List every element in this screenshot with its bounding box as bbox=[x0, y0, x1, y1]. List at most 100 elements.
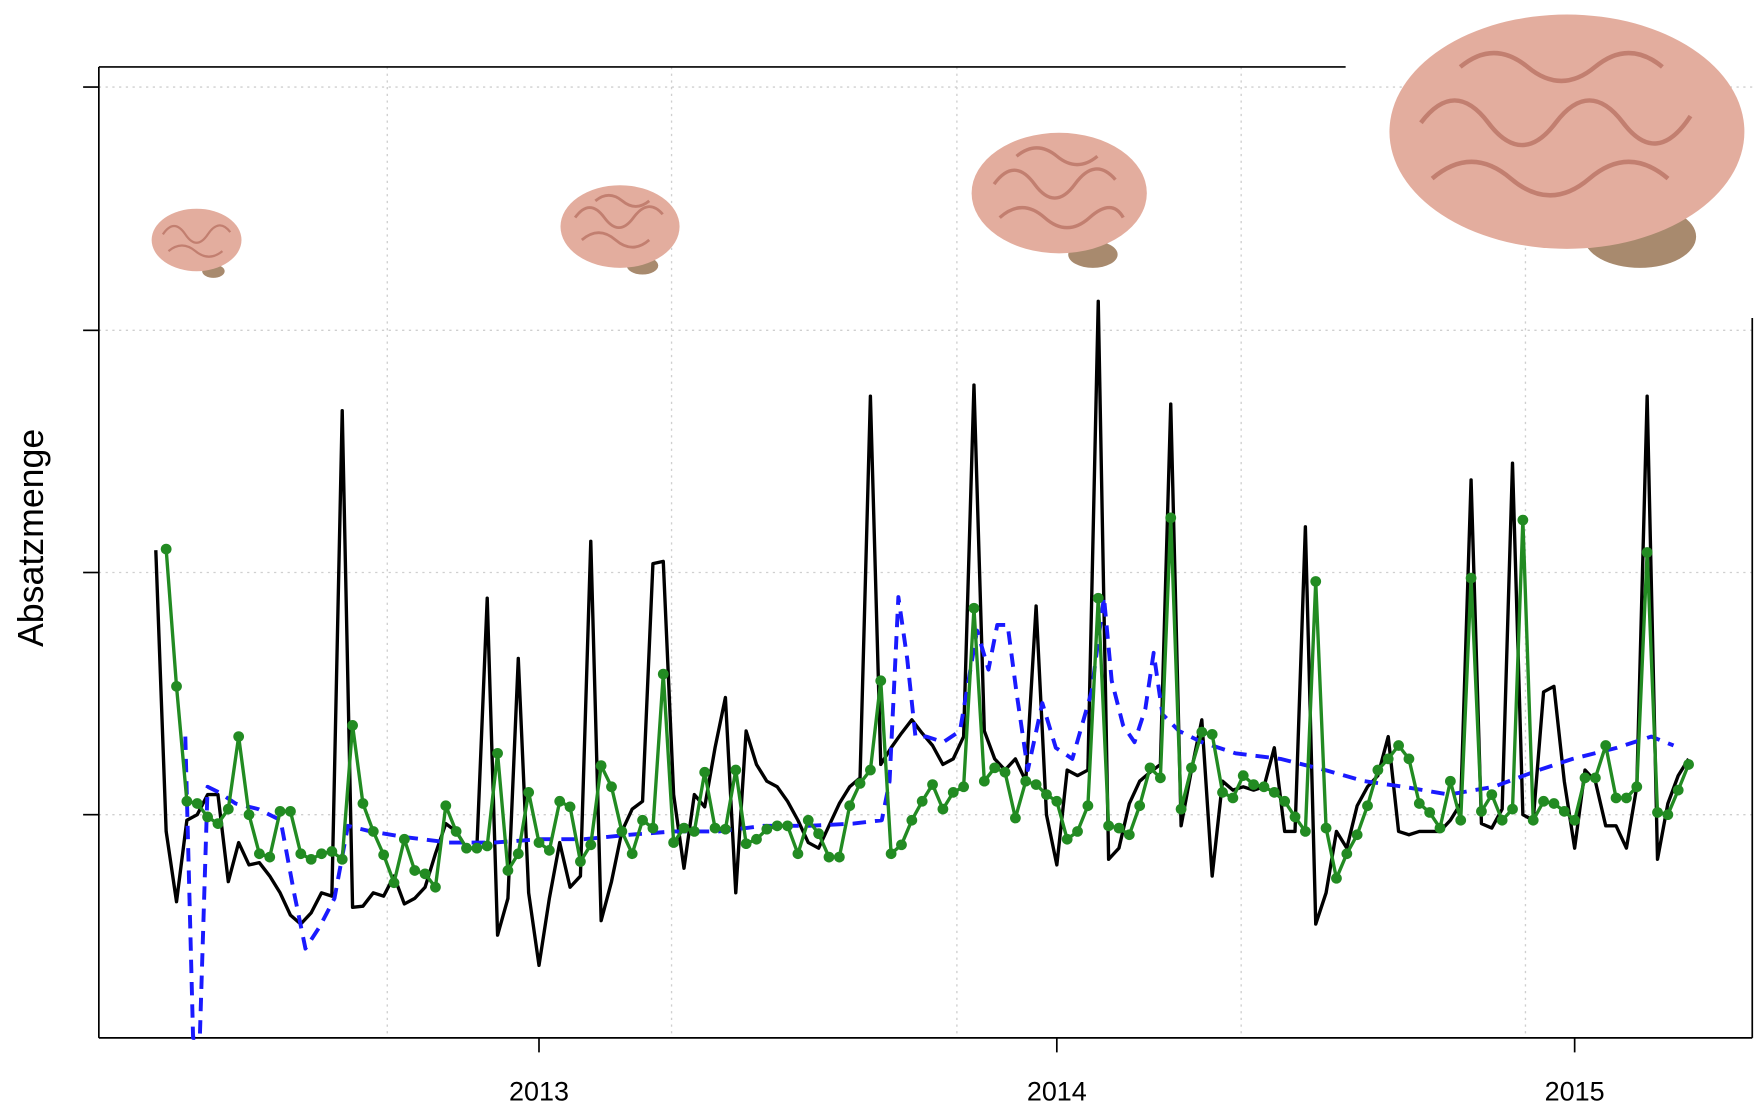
data-point bbox=[1103, 820, 1114, 832]
data-point bbox=[813, 828, 825, 840]
data-point bbox=[802, 814, 814, 826]
data-point bbox=[1299, 826, 1311, 837]
data-point bbox=[243, 809, 255, 821]
data-point bbox=[585, 839, 597, 851]
data-point bbox=[419, 868, 431, 880]
data-point bbox=[450, 826, 462, 837]
data-point bbox=[575, 856, 586, 867]
data-point bbox=[1527, 814, 1539, 826]
brain-icons bbox=[151, 14, 1745, 278]
data-point bbox=[1652, 807, 1663, 818]
data-point bbox=[160, 543, 172, 555]
data-point bbox=[1413, 798, 1425, 809]
data-point bbox=[606, 781, 617, 793]
data-point bbox=[1175, 803, 1187, 815]
series-line bbox=[183, 595, 1675, 1040]
data-point bbox=[440, 800, 452, 812]
data-point bbox=[1010, 812, 1021, 824]
data-point bbox=[1289, 811, 1301, 823]
brain-icon bbox=[1389, 14, 1745, 268]
data-point bbox=[430, 881, 441, 893]
data-point bbox=[937, 803, 949, 815]
data-point bbox=[709, 822, 721, 834]
data-point bbox=[502, 865, 514, 876]
data-point bbox=[1341, 848, 1353, 860]
data-point bbox=[1351, 829, 1363, 841]
data-point bbox=[543, 845, 555, 856]
data-point bbox=[823, 851, 835, 863]
plot-area bbox=[154, 299, 1694, 1040]
data-point bbox=[782, 820, 793, 832]
data-point bbox=[1082, 800, 1094, 812]
data-point bbox=[512, 848, 524, 860]
data-point bbox=[481, 840, 493, 852]
data-point bbox=[616, 826, 628, 837]
data-point bbox=[1134, 800, 1146, 812]
series-line bbox=[154, 299, 1691, 968]
data-point bbox=[927, 779, 938, 790]
data-point bbox=[647, 822, 659, 834]
data-point bbox=[1237, 770, 1249, 781]
data-point bbox=[1517, 514, 1529, 526]
data-point bbox=[761, 823, 773, 835]
data-point bbox=[1558, 805, 1570, 817]
data-point bbox=[222, 803, 234, 815]
data-point bbox=[181, 795, 193, 807]
data-point bbox=[1672, 784, 1684, 796]
data-point bbox=[492, 747, 503, 759]
series-line bbox=[164, 516, 1691, 889]
data-point bbox=[968, 602, 980, 614]
data-point bbox=[792, 848, 804, 860]
data-point bbox=[1030, 779, 1042, 790]
axes: 2013 2014 2015 bbox=[83, 66, 1754, 1107]
data-point bbox=[947, 787, 959, 798]
data-point bbox=[1372, 764, 1384, 776]
data-point bbox=[906, 814, 918, 826]
data-point bbox=[1579, 772, 1591, 784]
data-point bbox=[1589, 772, 1601, 784]
data-point bbox=[409, 865, 421, 876]
data-point bbox=[191, 798, 203, 809]
data-point bbox=[533, 837, 545, 848]
brain-icon bbox=[560, 185, 680, 275]
data-point bbox=[668, 837, 680, 848]
data-point bbox=[958, 781, 970, 793]
data-point bbox=[875, 675, 887, 687]
data-point bbox=[833, 851, 845, 863]
data-point bbox=[471, 842, 483, 854]
data-point bbox=[1320, 822, 1332, 834]
brain-icon bbox=[151, 208, 242, 278]
data-point bbox=[336, 853, 348, 865]
data-point bbox=[740, 838, 752, 850]
data-point bbox=[367, 826, 379, 837]
data-point bbox=[1434, 822, 1446, 834]
data-point bbox=[1538, 795, 1549, 807]
data-point bbox=[1206, 728, 1218, 740]
data-point bbox=[1507, 803, 1518, 815]
data-point bbox=[1444, 775, 1456, 787]
data-point bbox=[1061, 833, 1073, 845]
data-point bbox=[1455, 814, 1467, 826]
data-point bbox=[678, 822, 690, 834]
data-point bbox=[1465, 572, 1477, 584]
data-point bbox=[285, 805, 296, 817]
data-point bbox=[305, 853, 317, 865]
data-point bbox=[1641, 547, 1653, 558]
data-point bbox=[1248, 779, 1259, 790]
data-point bbox=[626, 848, 638, 860]
x-tick-label: 2013 bbox=[509, 1077, 569, 1107]
data-point bbox=[1258, 781, 1270, 793]
data-point bbox=[1268, 787, 1280, 798]
data-point bbox=[854, 778, 866, 789]
data-point bbox=[1279, 795, 1291, 807]
data-point bbox=[916, 795, 928, 807]
data-point bbox=[1196, 726, 1208, 738]
data-point bbox=[885, 848, 897, 860]
data-point bbox=[295, 848, 307, 860]
data-point bbox=[699, 766, 711, 778]
data-point bbox=[202, 811, 213, 823]
brain-icon bbox=[971, 132, 1147, 268]
x-tick-label: 2014 bbox=[1027, 1077, 1087, 1107]
data-point bbox=[1486, 789, 1498, 800]
data-point bbox=[1476, 805, 1487, 817]
